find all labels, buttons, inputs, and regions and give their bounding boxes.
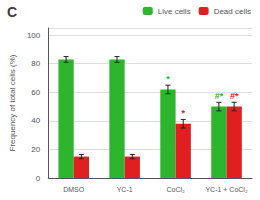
- svg-text:Frequency of total cells (%): Frequency of total cells (%): [8, 54, 17, 151]
- svg-text:20: 20: [31, 145, 40, 154]
- svg-text:CoCl₂: CoCl₂: [166, 186, 185, 193]
- svg-text:100: 100: [27, 31, 41, 40]
- svg-text:#*: #*: [230, 91, 239, 101]
- svg-text:*: *: [181, 108, 185, 118]
- svg-text:Dead cells: Dead cells: [214, 7, 251, 16]
- svg-text:60: 60: [31, 88, 40, 97]
- svg-text:80: 80: [31, 59, 40, 68]
- svg-text:DMSO: DMSO: [63, 186, 85, 193]
- svg-text:Live cells: Live cells: [158, 7, 191, 16]
- svg-text:0: 0: [36, 174, 41, 183]
- svg-text:YC-1 + CoCl₂: YC-1 + CoCl₂: [205, 186, 247, 193]
- svg-text:YC-1: YC-1: [117, 186, 133, 193]
- svg-text:*: *: [166, 74, 170, 84]
- svg-text:#*: #*: [215, 91, 224, 101]
- svg-text:40: 40: [31, 116, 40, 125]
- svg-text:C: C: [7, 4, 17, 20]
